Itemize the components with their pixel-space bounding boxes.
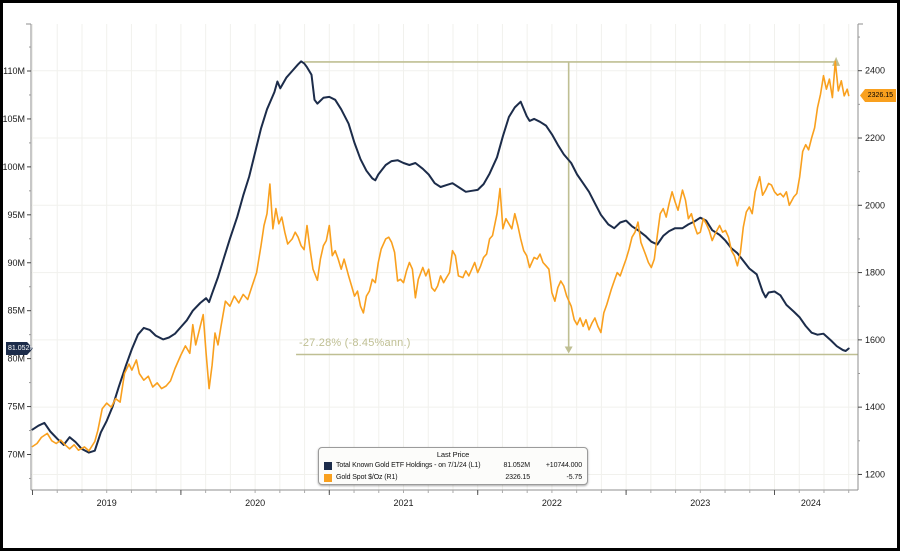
x-axis-year-label: 2022 [542,498,562,508]
x-axis-year-label: 2020 [245,498,265,508]
legend-last-value: 81.052M [503,462,530,469]
axes [26,23,863,491]
gold-series-swatch-icon [324,474,332,482]
right-axis-price-tag: 2326.15 [860,89,896,102]
legend-row-gold-spot[interactable]: Gold Spot $/Oz (R1) 2326.15 -5.75 [324,472,582,484]
gold-spot-line [31,60,850,452]
legend-change-value: +10744.000 [545,462,582,469]
price-chart-canvas: 110M 105M 100M 95M 90M 85M 80M 75M 70M 2400 2200 20… [3,23,885,508]
left-axis-tick-label: 80M [7,354,25,364]
left-axis-tick-label: 75M [7,402,25,412]
right-axis-tick-label: 2400 [865,66,885,76]
legend-title: Last Price [436,450,470,459]
legend-change-value: -5.75 [566,474,583,481]
right-axis-tick-label: 2000 [865,200,885,210]
right-axis-tick-label: 2200 [865,133,885,143]
percent-change-annotation-label: -27.28% (-8.45%ann.) [299,337,411,349]
right-axis-tick-label: 1200 [865,469,885,479]
x-axis-year-label: 2024 [801,498,821,508]
x-axis-year-label: 2023 [690,498,710,508]
legend-box: Last Price Total Known Gold ETF Holdings… [318,447,588,485]
x-axis-year-label: 2021 [393,498,413,508]
legend-row-etf-holdings[interactable]: Total Known Gold ETF Holdings - on 7/1/2… [324,460,582,472]
left-axis-tick-label: 85M [7,306,25,316]
x-axis-year-label: 2019 [97,498,117,508]
legend-last-value: 2326.15 [505,474,530,481]
left-axis-tick-label: 90M [7,258,25,268]
left-axis-tick-label: 70M [7,450,25,460]
plot-area[interactable] [31,24,858,490]
left-axis-tick-label: 95M [7,210,25,220]
right-axis-tick-label: 1400 [865,402,885,412]
right-axis-tick-label: 1600 [865,335,885,345]
right-axis-tick-label: 1800 [865,268,885,278]
left-axis-tick-label: 110M [3,66,25,76]
legend-label: Total Known Gold ETF Holdings - on 7/1/2… [336,462,481,469]
etf-series-swatch-icon [324,462,332,470]
legend-label: Gold Spot $/Oz (R1) [336,474,398,481]
tick-marks [27,36,862,495]
left-axis-tick-label: 100M [3,162,25,172]
tick-labels: 110M 105M 100M 95M 90M 85M 80M 75M 70M 2400 2200 20… [3,66,885,508]
left-axis-tick-label: 105M [3,114,25,124]
left-axis-price-tag: 81.052M [6,342,33,355]
gridlines [31,24,858,490]
annotation-down-arrow-icon [564,346,573,354]
